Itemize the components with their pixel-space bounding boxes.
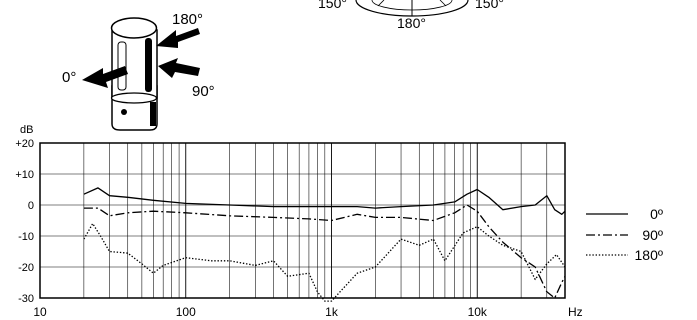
mic-switch bbox=[121, 109, 127, 115]
x-tick-label: 100 bbox=[176, 305, 196, 319]
legend: 0º 90º 180º bbox=[586, 206, 663, 263]
x-tick-label: 10 bbox=[33, 305, 47, 319]
grid bbox=[40, 143, 565, 298]
mic-top bbox=[110, 17, 158, 39]
y-tick-label: -30 bbox=[18, 293, 34, 305]
series-line-2 bbox=[83, 222, 566, 302]
series-line-1 bbox=[83, 204, 566, 299]
y-tick-label: 0 bbox=[28, 200, 34, 212]
mic-shadow bbox=[150, 102, 156, 126]
legend-label: 90º bbox=[642, 227, 663, 243]
polar-spoke-right bbox=[439, 0, 447, 7]
polar-label-180: 180° bbox=[397, 15, 426, 31]
y-tick-label: +10 bbox=[15, 169, 34, 181]
mic-grille bbox=[145, 38, 152, 92]
polar-diagram: 150° 180° 150° bbox=[318, 0, 504, 31]
mic-label-180: 180° bbox=[172, 11, 203, 28]
mic-band bbox=[110, 92, 158, 104]
y-tick-label: -10 bbox=[18, 231, 34, 243]
x-tick-label: 1k bbox=[325, 305, 339, 319]
y-tick-label: -20 bbox=[18, 262, 34, 274]
x-axis-label: Hz bbox=[568, 305, 583, 319]
polar-label-150-left: 150° bbox=[318, 0, 347, 11]
polar-label-150-right: 150° bbox=[475, 0, 504, 11]
legend-label: 0º bbox=[650, 206, 663, 222]
y-tick-label: +20 bbox=[15, 138, 34, 150]
x-tick-label: 10k bbox=[468, 305, 488, 319]
microphone-diagram: 0° 90° 180° bbox=[62, 11, 215, 131]
mic-label-0: 0° bbox=[62, 69, 76, 86]
polar-spoke-left bbox=[377, 0, 385, 7]
series-line-0 bbox=[83, 187, 566, 215]
y-axis-label: dB bbox=[20, 124, 33, 136]
mic-highlight bbox=[117, 41, 127, 91]
mic-label-90: 90° bbox=[192, 83, 215, 100]
series-lines bbox=[83, 187, 566, 302]
arrow-90-deg bbox=[158, 58, 200, 78]
arrow-180-deg bbox=[156, 28, 200, 48]
plot-frame bbox=[39, 142, 566, 299]
legend-label: 180º bbox=[635, 247, 663, 263]
arrow-0-deg bbox=[82, 66, 128, 88]
